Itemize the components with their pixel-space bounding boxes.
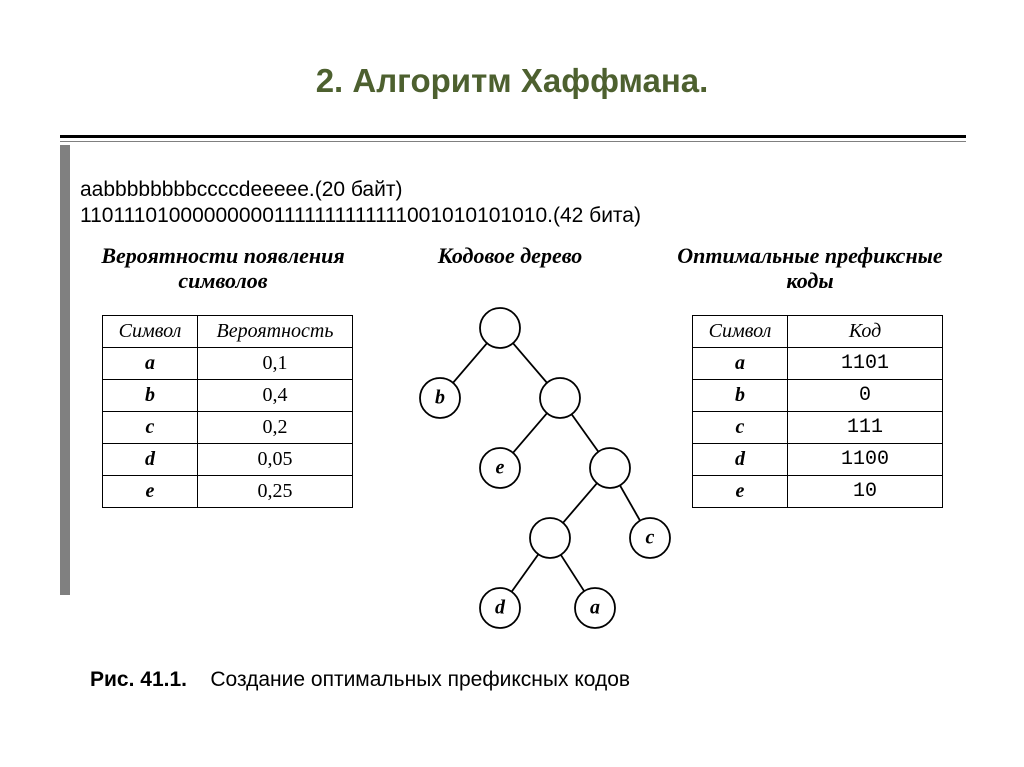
- tree-edge: [620, 485, 640, 520]
- cell-prob: 0,4: [198, 380, 353, 412]
- tree-node: [530, 518, 570, 558]
- tree-node-label: e: [496, 457, 505, 479]
- heading-codes: Оптимальные префиксные коды: [660, 243, 960, 294]
- cell-symbol: c: [103, 412, 198, 444]
- table-row: e10: [693, 476, 943, 508]
- rule-dark: [60, 135, 966, 138]
- tree-node-label: d: [495, 597, 506, 619]
- tree-edge: [561, 555, 584, 591]
- table-row: d0,05: [103, 444, 353, 476]
- tree-nodes: b e c d a: [420, 308, 670, 628]
- col-symbol: Символ: [693, 316, 788, 348]
- tree-edge: [512, 554, 539, 591]
- table-row: a1101: [693, 348, 943, 380]
- rule-light: [60, 141, 966, 142]
- cell-prob: 0,25: [198, 476, 353, 508]
- probability-table: Символ Вероятность a0,1 b0,4 c0,2 d0,05 …: [102, 315, 353, 508]
- tree-edge: [453, 343, 487, 383]
- cell-symbol: e: [103, 476, 198, 508]
- slide: 2. Алгоритм Хаффмана. aabbbbbbbbccccdeee…: [0, 0, 1024, 767]
- cell-symbol: d: [693, 444, 788, 476]
- cell-code: 10: [788, 476, 943, 508]
- figure-caption-text: Создание оптимальных префиксных кодов: [210, 668, 630, 691]
- table-row: b0,4: [103, 380, 353, 412]
- heading-probabilities: Вероятности появления символов: [88, 243, 358, 294]
- example-line-1: aabbbbbbbbccccdeeeee.(20 байт): [80, 177, 641, 203]
- cell-prob: 0,1: [198, 348, 353, 380]
- col-probability: Вероятность: [198, 316, 353, 348]
- tree-node-label: c: [646, 527, 655, 549]
- tree-edge: [563, 483, 597, 523]
- code-table: Символ Код a1101 b0 c111 d1100 e10: [692, 315, 943, 508]
- tree-edge: [572, 414, 599, 451]
- table-row: b0: [693, 380, 943, 412]
- cell-code: 1101: [788, 348, 943, 380]
- table-row: d1100: [693, 444, 943, 476]
- huffman-tree: b e c d a: [370, 298, 680, 638]
- cell-code: 1100: [788, 444, 943, 476]
- cell-code: 111: [788, 412, 943, 444]
- example-block: aabbbbbbbbccccdeeeee.(20 байт) 110111010…: [80, 177, 641, 230]
- cell-symbol: c: [693, 412, 788, 444]
- table-header-row: Символ Код: [693, 316, 943, 348]
- table-row: e0,25: [103, 476, 353, 508]
- tree-edge: [513, 343, 547, 383]
- cell-symbol: b: [103, 380, 198, 412]
- tree-node: [540, 378, 580, 418]
- cell-symbol: a: [103, 348, 198, 380]
- tree-node-label: a: [590, 597, 600, 619]
- sidebar-accent: [60, 145, 70, 595]
- table-row: c111: [693, 412, 943, 444]
- page-title: 2. Алгоритм Хаффмана.: [0, 62, 1024, 100]
- tree-node: [590, 448, 630, 488]
- cell-symbol: b: [693, 380, 788, 412]
- col-symbol: Символ: [103, 316, 198, 348]
- figure-number: Рис. 41.1.: [90, 668, 187, 691]
- cell-symbol: d: [103, 444, 198, 476]
- tree-node-label: b: [435, 387, 445, 409]
- col-code: Код: [788, 316, 943, 348]
- cell-symbol: e: [693, 476, 788, 508]
- heading-tree: Кодовое дерево: [400, 243, 620, 268]
- cell-code: 0: [788, 380, 943, 412]
- cell-prob: 0,2: [198, 412, 353, 444]
- example-line-2: 1101110100000000011111111111110010101010…: [80, 203, 641, 229]
- table-row: a0,1: [103, 348, 353, 380]
- cell-symbol: a: [693, 348, 788, 380]
- table-row: c0,2: [103, 412, 353, 444]
- figure-area: Вероятности появления символов Кодовое д…: [80, 243, 968, 643]
- tree-edge: [513, 413, 547, 453]
- cell-prob: 0,05: [198, 444, 353, 476]
- table-header-row: Символ Вероятность: [103, 316, 353, 348]
- tree-node: [480, 308, 520, 348]
- figure-caption: Рис. 41.1. Создание оптимальных префиксн…: [90, 668, 630, 692]
